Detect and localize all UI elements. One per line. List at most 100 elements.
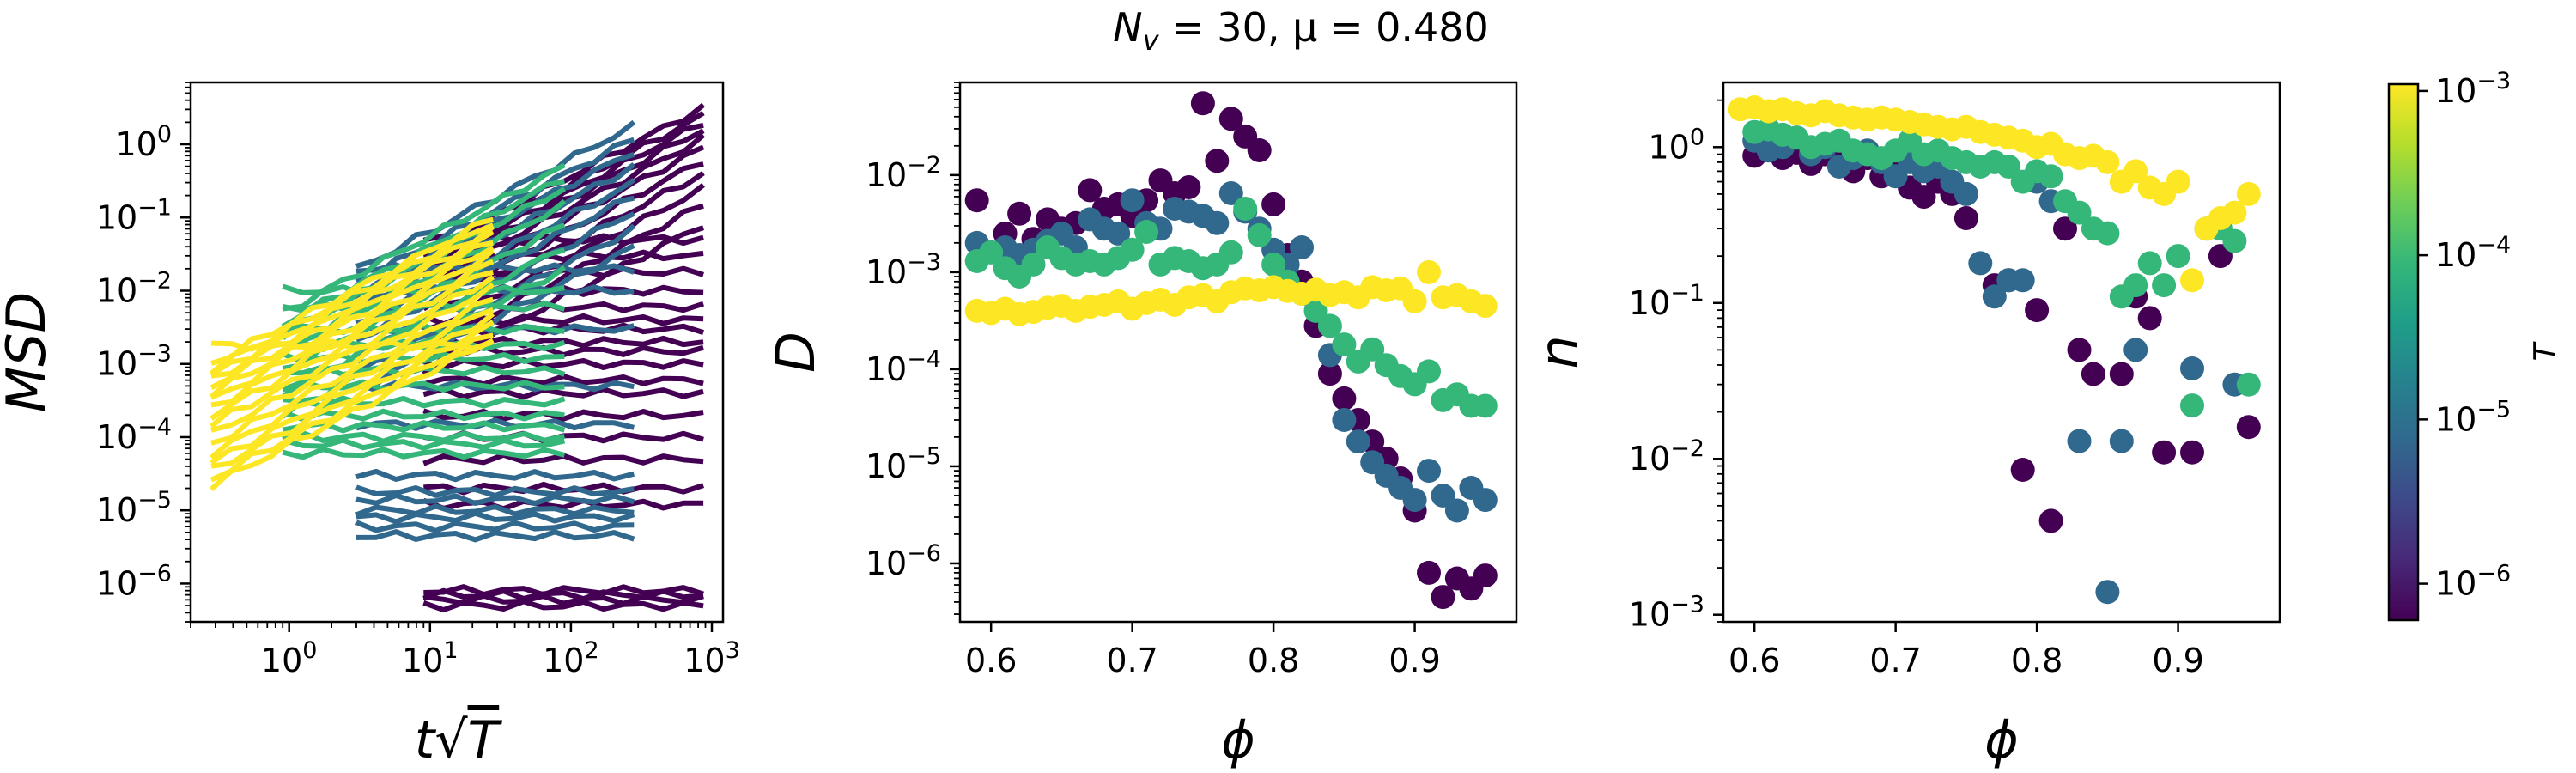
msd-curve [282,395,566,409]
data-point [2067,429,2092,453]
data-point [1261,192,1286,216]
msd-curve [210,307,495,460]
data-point [1021,252,1046,277]
data-point [1303,298,1328,323]
data-point [1247,138,1272,162]
data-point [1218,107,1243,131]
colorbar-label: T [2528,341,2562,361]
data-point [2010,268,2035,293]
data-point [2137,306,2162,331]
colorbar-tick-label: 10−3 [2435,68,2511,110]
data-point [1218,181,1243,205]
data-point [2236,181,2261,206]
data-point [1078,178,1103,203]
data-point [1953,181,1978,206]
data-point [1953,206,1978,230]
y-tick-label: 10−5 [96,487,172,529]
data-point [1417,259,1441,284]
data-point [2236,372,2261,397]
data-point [1996,155,2021,179]
x-tick-label: 0.8 [1248,642,1299,679]
x-tick-label: 0.7 [1106,642,1157,679]
data-point [1911,185,1936,210]
data-point [1473,563,1498,588]
data-point [2095,221,2120,246]
x-tick-label: 101 [402,637,459,679]
msd-curve [282,430,566,444]
msd-curve [355,520,635,533]
data-point [2180,393,2204,418]
x-axis-label: ϕ [1984,710,2019,770]
msd-curve [209,338,495,492]
msd-curve [422,203,704,351]
data-point [1346,429,1370,454]
data-point [1360,337,1385,362]
data-point [1473,488,1498,513]
data-point [2081,362,2105,386]
msd-curve [355,529,635,543]
data-point [1176,175,1201,199]
data-point [1120,188,1145,213]
data-point [2123,159,2148,184]
data-point [1218,240,1243,265]
data-point [1233,197,1258,221]
data-point [1402,289,1427,313]
x-tick-label: 0.6 [965,642,1017,679]
data-point [2180,268,2204,293]
data-point [2010,458,2035,482]
x-tick-label: 102 [543,637,599,679]
x-axis-label: ϕ [1221,710,1255,770]
msd-curve [422,386,704,400]
data-point [1190,91,1215,116]
data-point [2109,429,2134,453]
data-point [2222,200,2247,225]
x-tick-label: 0.9 [1388,642,1440,679]
x-tick-label: 0.7 [1869,642,1921,679]
data-point [1431,585,1455,610]
y-tick-label: 10−1 [96,194,172,236]
data-point [1431,484,1455,508]
data-point [2222,228,2247,253]
x-tick-label: 103 [683,637,740,679]
data-point [1417,560,1441,585]
plot-frame [958,81,1518,624]
data-point [2025,298,2050,323]
data-point [2123,338,2148,362]
data-point [2095,149,2120,174]
y-tick-label: 10−5 [866,443,941,485]
data-point [1402,488,1427,513]
data-point [2137,251,2162,276]
data-point [1106,221,1131,246]
data-point [964,188,989,213]
msd-curve [282,408,565,423]
colorbar-tick-label: 10−5 [2435,396,2511,438]
y-tick-label: 10−4 [96,414,172,456]
msd-curve [282,447,566,460]
data-point [1247,222,1272,247]
msd-curve [422,587,704,602]
y-tick-label: 10−1 [1629,280,1704,322]
data-point [2166,244,2190,269]
data-point [1007,201,1032,226]
msd-curve [210,332,494,483]
msd-curve [209,245,495,399]
data-point [2038,508,2063,533]
msd-curve [422,593,704,606]
msd-curve [355,492,635,507]
data-point [1290,235,1314,259]
data-point [2123,273,2148,298]
x-tick-label: 100 [261,637,318,679]
x-tick-label: 0.8 [2011,642,2063,679]
data-point [1473,393,1498,418]
msd-curve [210,282,495,433]
msd-curve [355,484,635,498]
data-point [2152,440,2177,465]
data-point [2166,169,2190,194]
data-point [1205,149,1230,173]
msd-panel: 100 101 102 103 10−6 10−5 10−4 10−3 10−2 10−1 100 t… [0,81,740,770]
data-point [1982,284,2007,309]
y-tick-label: 10−4 [866,346,941,388]
data-point [1473,294,1498,319]
msd-curve [355,503,635,518]
